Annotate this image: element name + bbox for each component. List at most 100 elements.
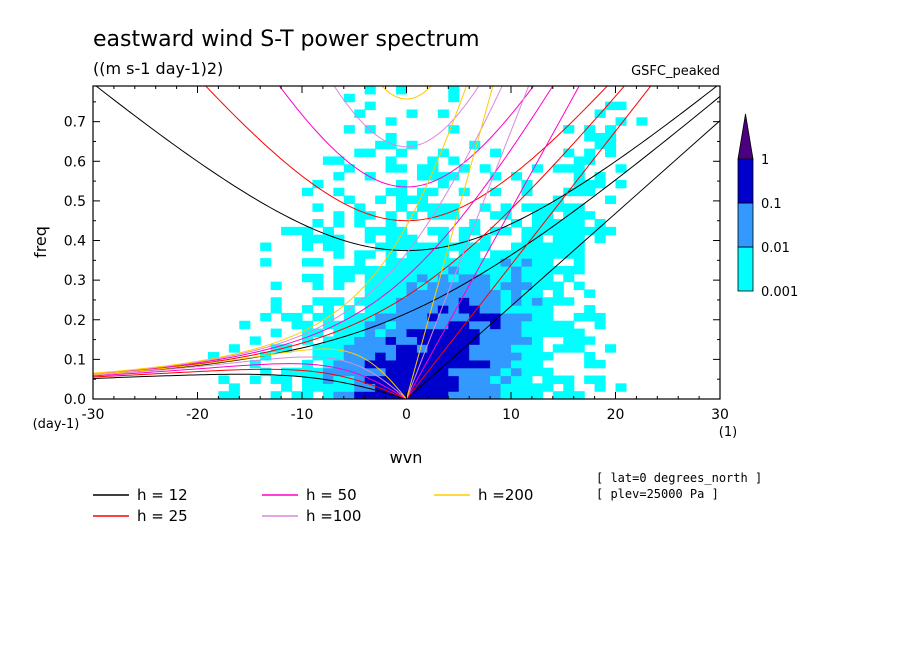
heat-cell [605,101,617,111]
heat-cell [479,242,491,251]
heat-cell [531,250,543,259]
heat-cell [416,359,428,369]
heat-cell [531,352,543,361]
heat-cell [364,305,376,314]
heat-cell [270,305,282,314]
x-tick-label: -30 [82,407,105,423]
heat-cell [437,383,449,392]
heat-cell [448,367,460,377]
heat-cell [563,125,575,134]
heat-cell [605,125,617,134]
heat-cell [396,187,408,197]
legend-label: h =200 [478,486,533,504]
heat-cell [552,281,564,291]
heat-cell [584,352,596,361]
heat-cell [343,312,355,322]
heat-cell [479,281,491,291]
heat-cell [396,359,408,369]
heat-cell [364,250,376,259]
heat-cell [511,219,523,228]
heat-cell [416,352,428,361]
heat-cell [563,148,575,158]
heat-cell [396,320,408,330]
heat-cell [333,187,345,197]
heat-cell [312,344,324,353]
kelvin-curve [406,86,652,399]
rossby-curve [93,356,407,399]
heat-cell [448,203,460,212]
heat-cell [333,219,345,228]
heat-cell [437,305,449,314]
heat-cell [511,352,523,361]
heat-cell [573,156,585,165]
heat-cell [500,383,512,392]
heat-cell [333,211,345,220]
heat-cell [291,312,303,322]
heat-cell [500,375,512,384]
heat-cell [542,352,554,361]
heat-cell [406,352,418,361]
heat-cell [406,140,418,150]
heat-cell [364,148,376,158]
heat-cell [406,258,418,267]
heat-cell [406,320,418,330]
heat-cell [437,391,449,399]
heat-cell [573,187,585,197]
heat-cell [615,117,627,126]
heat-cell [542,273,554,283]
heat-cell [437,352,449,361]
heat-cell [490,273,502,283]
heat-cell [490,297,502,306]
colorbar-segment [737,246,754,292]
heat-cell [437,211,449,220]
heat-cell [396,297,408,306]
heat-cell [416,242,428,251]
heat-cell [511,250,523,259]
heat-cell [605,195,617,204]
heat-cell [343,273,355,283]
x-unit-label: (1) [719,425,737,440]
heat-cell [479,375,491,384]
heat-cell [584,289,596,298]
heat-cell [354,258,366,267]
kelvin-curve [406,86,530,399]
heat-cell [479,297,491,306]
heat-cell [302,242,314,251]
heat-cell [448,328,460,337]
colorbar-segment [737,202,754,248]
heat-cell [416,164,428,173]
y-tick-label: 0.6 [64,154,86,170]
heat-cell [406,359,418,369]
heat-cell [490,312,502,322]
heat-cell [385,375,397,384]
heat-cell [594,226,606,236]
heat-cell [364,383,376,392]
y-unit-label: (day-1) [33,417,80,432]
heat-cell [396,281,408,291]
heat-cell [490,383,502,392]
heat-cell [416,367,428,377]
heat-cell [406,305,418,314]
heat-cell [448,265,460,275]
heat-cell [364,281,376,291]
heat-cell [354,320,366,330]
heat-cell [364,359,376,369]
heat-cell [521,375,533,384]
heat-cell [511,242,523,251]
heat-cell [552,391,564,399]
heat-cell [385,383,397,392]
heat-cell [437,312,449,322]
heat-cell [594,312,606,322]
heat-cell [396,265,408,275]
spectrum-heatmap [207,86,648,399]
heat-cell [511,344,523,353]
heat-cell [375,359,387,369]
y-tick-label: 0.0 [64,392,86,408]
heat-cell [542,328,554,337]
heat-cell [218,375,230,384]
heat-cell [375,305,387,314]
heat-cell [364,336,376,345]
heat-cell [322,391,334,399]
heat-cell [490,305,502,314]
heat-cell [406,344,418,353]
